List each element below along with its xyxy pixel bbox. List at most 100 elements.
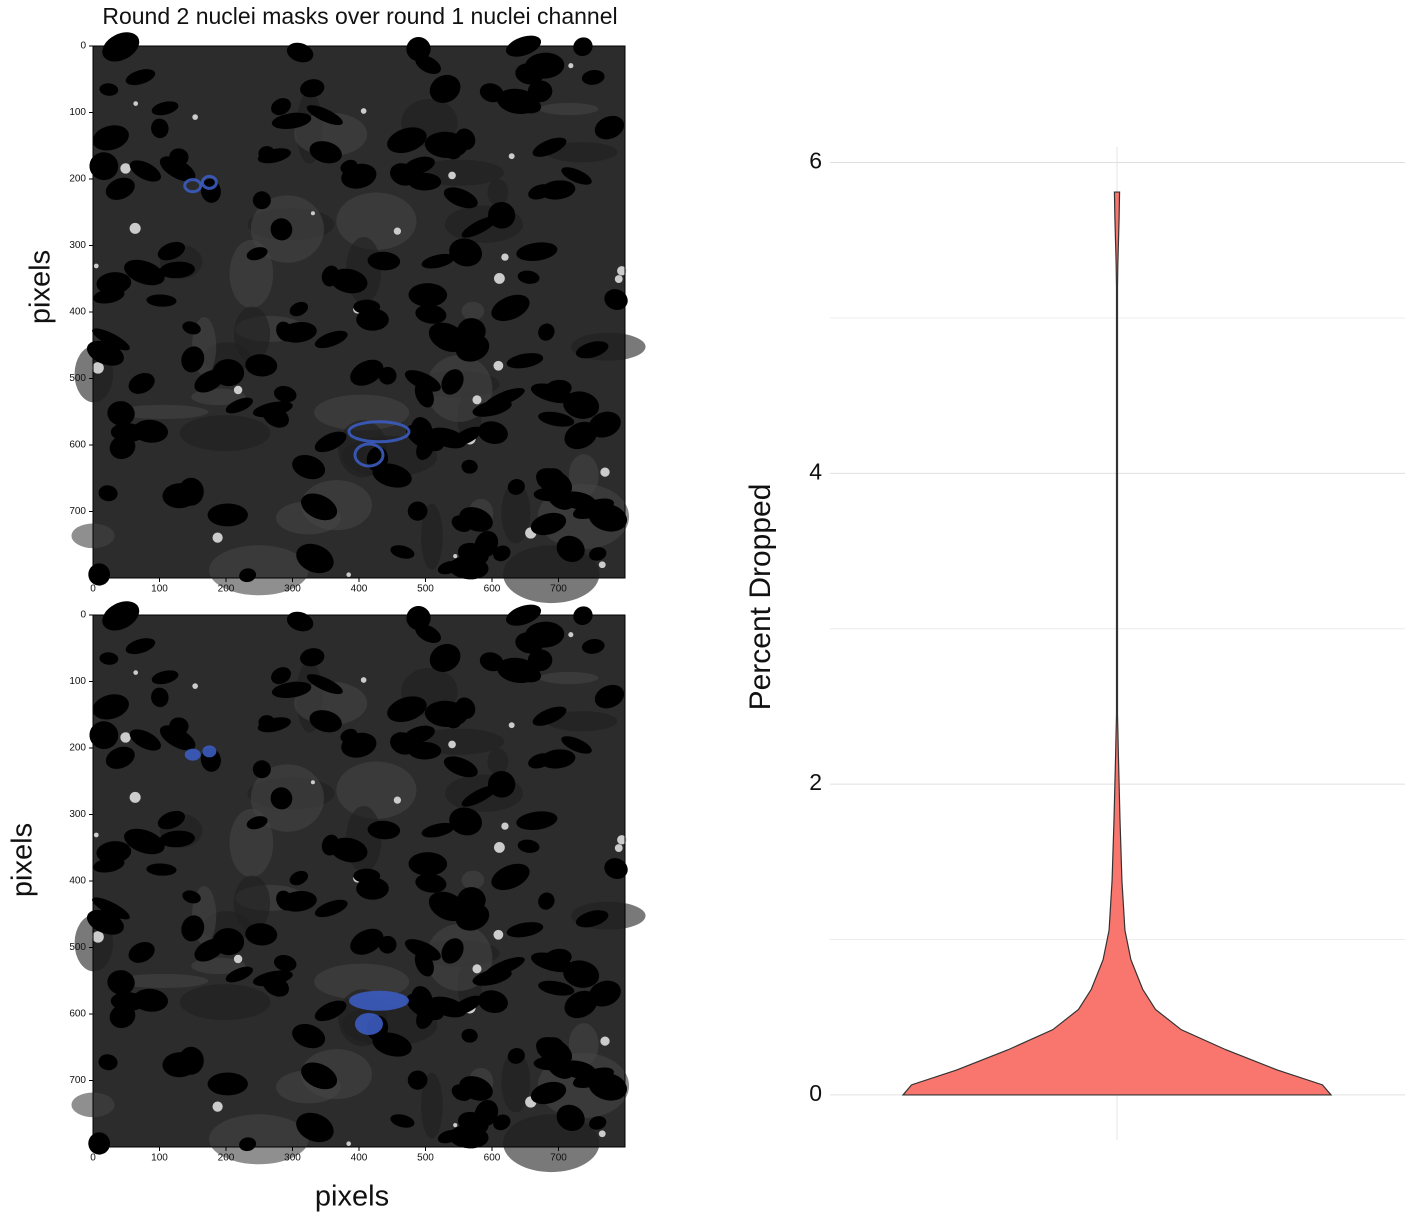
nucleus-mask	[387, 696, 427, 723]
bright-cell	[92, 931, 104, 943]
nucleus-mask	[270, 787, 293, 810]
tissue-texture	[545, 711, 618, 732]
nucleus-mask	[306, 674, 343, 695]
nucleus-mask	[372, 1032, 412, 1057]
nucleus-mask	[538, 411, 575, 427]
nucleus-mask	[92, 694, 129, 720]
nucleus-mask	[92, 328, 130, 351]
bright-cell	[233, 385, 243, 395]
nucleus-mask	[194, 369, 224, 393]
nucleus-mask	[493, 1114, 511, 1131]
nucleus-mask	[128, 941, 155, 963]
nucleus-mask	[107, 970, 135, 995]
nucleus-mask	[273, 385, 297, 403]
y-tick-label: 700	[69, 1075, 86, 1086]
nucleus-mask	[88, 1132, 111, 1155]
x-tick-label: 200	[218, 1153, 235, 1164]
bright-cell	[453, 1123, 458, 1128]
nucleus-mask	[151, 118, 169, 139]
nucleus-mask	[406, 36, 431, 62]
nucleus-mask	[159, 830, 195, 848]
nucleus-mask	[350, 359, 384, 386]
nucleus-mask	[443, 187, 478, 209]
tissue-texture	[191, 388, 246, 406]
nucleus-mask	[404, 370, 441, 392]
nucleus-mask	[540, 749, 576, 769]
nucleus-mask	[390, 545, 415, 559]
nucleus-mask	[309, 710, 342, 733]
bright-cell	[93, 832, 99, 838]
nucleus-mask	[245, 923, 278, 946]
tissue-texture	[191, 957, 246, 975]
nucleus-mask	[477, 990, 508, 1013]
nucleus-mask	[356, 308, 389, 331]
nucleus-mask	[556, 535, 585, 562]
y-tick-label: 300	[69, 809, 86, 820]
bright-cell	[614, 844, 623, 852]
nucleus-mask	[415, 873, 447, 893]
round2-mask	[354, 1012, 383, 1035]
y-tick-label: 600	[69, 440, 86, 451]
nucleus-mask	[92, 125, 129, 151]
bright-cell	[568, 63, 574, 69]
nucleus-mask	[530, 952, 574, 973]
nucleus-mask	[225, 966, 253, 983]
nucleus-mask	[367, 820, 401, 840]
bright-cell	[568, 632, 574, 638]
nucleus-mask	[594, 684, 625, 709]
nucleus-mask	[314, 1000, 347, 1022]
x-tick-label: 400	[351, 1153, 368, 1164]
y-tick-label: 6	[809, 148, 822, 174]
nucleus-mask	[88, 563, 111, 586]
x-tick-label: 0	[90, 1153, 96, 1164]
round2-mask	[183, 178, 203, 194]
bright-cell	[493, 841, 505, 853]
tissue-texture	[461, 301, 485, 321]
y-tick-label: 500	[69, 942, 86, 953]
nucleus-mask	[301, 1062, 338, 1090]
y-tick-label: 700	[69, 506, 86, 517]
y-tick-label: 4	[809, 458, 822, 484]
nucleus-mask	[159, 156, 196, 182]
nucleus-mask	[407, 501, 428, 521]
nucleus-mask	[372, 463, 412, 488]
nucleus-mask	[479, 83, 504, 103]
nucleus-mask	[289, 870, 309, 886]
nucleus-mask	[257, 148, 291, 164]
nucleus-mask	[448, 1125, 489, 1149]
nucleus-mask	[506, 353, 544, 369]
nucleus-mask	[286, 611, 314, 632]
nucleus-mask	[589, 547, 607, 561]
tissue-texture	[501, 1051, 531, 1113]
nucleus-mask	[296, 1112, 334, 1143]
nucleus-mask	[532, 706, 567, 726]
nucleus-mask	[527, 80, 553, 103]
y-tick-label: 100	[69, 107, 86, 118]
nucleus-mask	[408, 283, 448, 307]
nucleus-mask	[528, 753, 552, 769]
nucleus-mask	[286, 42, 314, 63]
x-tick-label: 500	[417, 1153, 434, 1164]
nucleus-mask	[146, 863, 177, 876]
nucleus-mask	[474, 1099, 499, 1127]
nucleus-mask	[533, 487, 567, 502]
nucleus-mask	[99, 83, 119, 96]
nucleus-mask	[449, 807, 482, 836]
nucleus-mask	[89, 152, 119, 181]
round2-mask	[200, 174, 218, 190]
nucleus-mask	[252, 191, 271, 210]
tissue-texture	[209, 545, 309, 596]
nucleus-mask	[262, 974, 289, 997]
nucleus-mask	[109, 435, 136, 460]
nucleus-mask	[530, 383, 574, 404]
bright-cell	[493, 929, 504, 940]
nucleus-mask	[350, 928, 384, 955]
round2-mask	[184, 748, 201, 761]
nucleus-mask	[428, 322, 467, 353]
nucleus-mask	[437, 561, 459, 575]
nucleus-mask	[102, 32, 140, 62]
nucleus-mask	[245, 354, 278, 377]
y-tick-label: 300	[69, 240, 86, 251]
nucleus-mask	[178, 1046, 204, 1075]
nucleus-mask	[428, 996, 467, 1018]
